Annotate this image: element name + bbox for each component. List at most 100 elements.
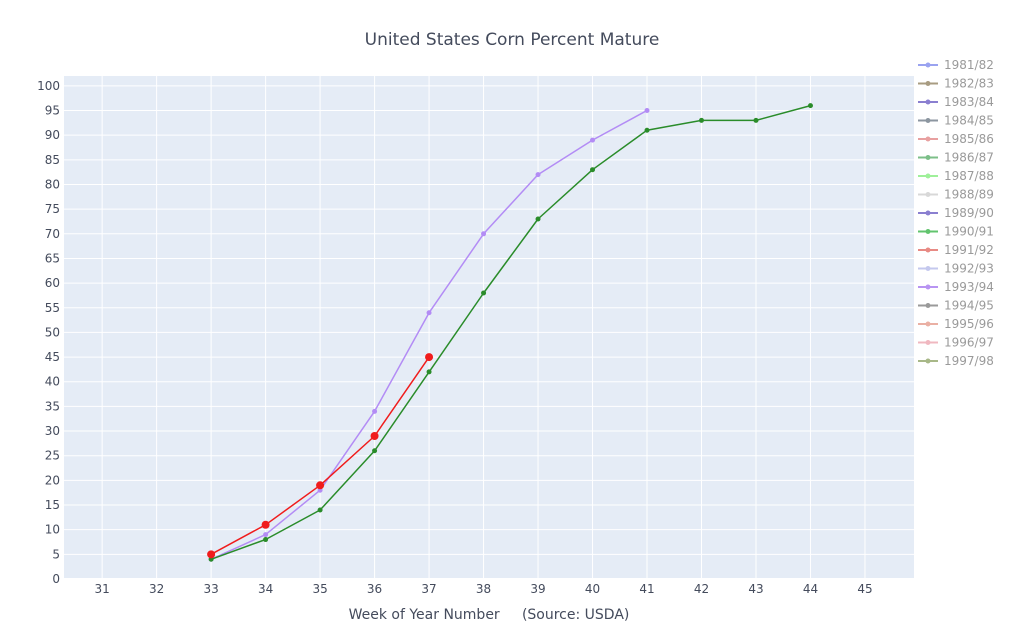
y-tick-label: 60 [45,276,60,290]
y-tick-label: 0 [52,572,60,586]
y-tick-label: 85 [45,153,60,167]
y-tick-label: 65 [45,251,60,265]
legend-swatch-marker [925,155,931,160]
legend-item[interactable]: 1994/95 [918,299,994,313]
legend-item[interactable]: 1991/92 [918,243,994,257]
chart-title: United States Corn Percent Mature [365,30,660,50]
data-point [263,537,269,543]
y-tick-label: 80 [45,177,60,191]
legend-swatch-marker [925,229,931,234]
legend-label: 1985/86 [944,132,994,146]
legend-item[interactable]: 1997/98 [918,354,994,368]
legend-swatch-marker [925,62,931,68]
legend-label: 1992/93 [944,262,994,276]
data-point [372,408,378,414]
legend-label: 1988/89 [944,188,994,202]
legend-label: 1984/85 [944,114,994,128]
legend-swatch-marker [925,247,931,253]
data-point [807,103,813,109]
x-tick-label: 45 [857,582,872,596]
data-point [753,117,759,123]
gridlines [64,76,914,580]
data-point [370,431,379,440]
legend-swatch-marker [925,81,931,86]
x-tick-label: 39 [530,582,545,596]
legend-label: 1993/94 [944,280,994,294]
legend-label: 1990/91 [944,225,994,239]
legend-label: 1986/87 [944,151,994,165]
legend-item[interactable]: 1990/91 [918,225,994,239]
plot-background [64,76,914,579]
legend-swatch-marker [925,321,931,327]
legend-item[interactable]: 1996/97 [918,336,994,350]
x-tick-label: 32 [149,582,164,596]
x-tick-label: 44 [803,582,818,596]
y-tick-label: 100 [37,79,60,93]
y-tick-label: 95 [45,104,60,118]
data-point [261,520,270,529]
legend-swatch-marker [925,192,931,197]
data-point [481,290,487,296]
legend-label: 1983/84 [944,95,994,109]
legend-label: 1987/88 [944,169,994,183]
legend-item[interactable]: 1993/94 [918,280,994,294]
legend-item[interactable]: 1983/84 [918,95,994,109]
data-point [263,532,269,538]
y-tick-label: 30 [45,424,60,438]
y-tick-label: 5 [52,547,60,561]
x-tick-label: 43 [748,582,763,596]
legend-label: 1982/83 [944,77,994,91]
legend-item[interactable]: 1982/83 [918,77,994,91]
legend-item[interactable]: 1986/87 [918,151,994,165]
x-tick-label: 37 [421,582,436,596]
series-group [207,103,813,562]
x-tick-label: 40 [585,582,600,596]
data-point [316,481,325,490]
legend-item[interactable]: 1989/90 [918,206,994,220]
y-tick-label: 15 [45,498,60,512]
data-point [699,117,704,123]
data-point [644,108,650,114]
x-tick-label: 33 [203,582,218,596]
legend-item[interactable]: 1992/93 [918,262,994,276]
data-point [535,216,541,222]
legend-item[interactable]: 1981/82 [918,58,994,72]
data-point [425,353,434,362]
legend-item[interactable]: 1987/88 [918,169,994,183]
legend-label: 1981/82 [944,58,994,72]
legend-swatch-marker [925,358,931,364]
y-tick-label: 20 [45,473,60,487]
y-tick-label: 35 [45,399,60,413]
x-tick-label: 41 [639,582,654,596]
x-tick-label: 31 [95,582,110,596]
x-tick-label: 38 [476,582,491,596]
legend-label: 1995/96 [944,317,994,331]
y-axis-ticks: 0 5 10 15 20 25 30 35 40 45 50 55 60 65 70 75 80 85 90 95 10… [37,79,60,586]
y-tick-label: 50 [45,325,60,339]
x-tick-label: 34 [258,582,273,596]
legend-swatch-marker [925,266,931,271]
data-point [426,310,432,316]
y-tick-label: 25 [45,449,60,463]
legend-swatch-marker [925,99,931,105]
y-tick-label: 70 [45,227,60,241]
y-tick-label: 10 [45,523,60,537]
x-tick-label: 35 [312,582,327,596]
legend-label: 1994/95 [944,299,994,313]
legend-swatch-marker [925,340,931,345]
y-tick-label: 55 [45,301,60,315]
legend-swatch-marker [925,303,931,308]
data-point [372,448,378,454]
legend-item[interactable]: 1988/89 [918,188,994,202]
legend-item[interactable]: 1984/85 [918,114,994,128]
data-point [207,550,216,559]
y-tick-label: 40 [45,375,60,389]
legend-label: 1996/97 [944,336,994,350]
x-tick-label: 42 [694,582,709,596]
legend-item[interactable]: 1995/96 [918,317,994,331]
legend-item[interactable]: 1985/86 [918,132,994,146]
legend-swatch-marker [925,210,931,216]
y-tick-label: 75 [45,202,60,216]
x-axis-title: Week of Year Number (Source: USDA) [349,607,630,623]
